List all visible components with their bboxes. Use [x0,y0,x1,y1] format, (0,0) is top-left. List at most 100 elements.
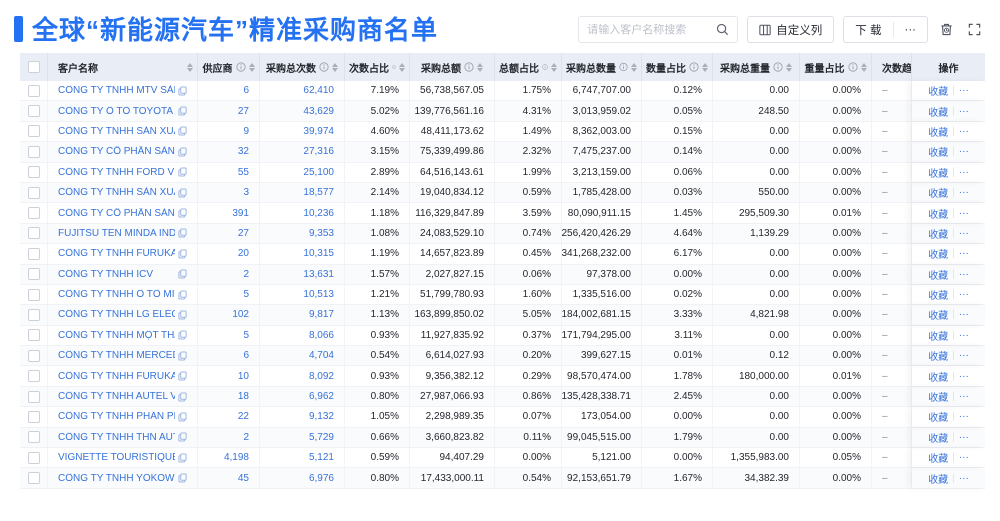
copy-icon[interactable] [178,453,187,463]
row-more-button[interactable]: ··· [958,105,969,117]
row-checkbox[interactable] [27,451,40,464]
customer-name-link[interactable]: CÔNG TY TNHH PHÂN PHỐI T... [58,411,175,423]
customer-name-link[interactable]: CÔNG TY TNHH FURUKAWA A... [58,370,175,382]
row-checkbox[interactable] [27,390,40,403]
copy-icon[interactable] [178,167,187,177]
info-icon[interactable] [319,62,329,72]
copy-icon[interactable] [178,412,187,422]
row-more-button[interactable]: ··· [958,329,969,341]
row-checkbox[interactable] [27,349,40,362]
supplier-count-cell[interactable]: 10 [198,366,260,386]
row-checkbox[interactable] [27,145,40,158]
favorite-button[interactable]: 收藏 [928,413,949,425]
row-more-button[interactable]: ··· [958,207,969,219]
customer-name-link[interactable]: CÔNG TY TNHH FORD VIỆT NAM [58,166,175,178]
sort-icon[interactable] [860,62,867,72]
col-total-amount[interactable]: 采购总额 [410,53,495,81]
copy-icon[interactable] [178,249,187,259]
info-icon[interactable] [847,62,858,72]
copy-icon[interactable] [178,351,187,361]
copy-icon[interactable] [178,106,187,116]
row-checkbox[interactable] [27,329,40,342]
customer-name-link[interactable]: FUJITSU TEN MINDA INDIA PVT... [58,227,175,239]
trash-icon[interactable] [937,20,956,39]
favorite-button[interactable]: 收藏 [928,107,949,119]
col-amount-pct[interactable]: 总额占比 [495,53,562,81]
row-more-button[interactable]: ··· [958,146,969,158]
customer-name-link[interactable]: CÔNG TY TNHH MTV SẢN XUẤ... [58,85,175,97]
info-icon[interactable] [542,62,548,72]
favorite-button[interactable]: 收藏 [928,250,949,262]
supplier-count-cell[interactable]: 5 [198,284,260,305]
favorite-button[interactable]: 收藏 [928,168,949,180]
favorite-button[interactable]: 收藏 [928,331,949,343]
row-more-button[interactable]: ··· [958,452,969,464]
purchase-times-cell[interactable]: 8,066 [260,325,345,346]
sort-icon[interactable] [631,62,637,72]
row-more-button[interactable]: ··· [958,268,969,280]
info-icon[interactable] [464,62,474,72]
col-purchase-times[interactable]: 采购总次数 [260,53,345,81]
supplier-count-cell[interactable]: 4,198 [198,448,260,468]
purchase-times-cell[interactable]: 27,316 [260,142,345,162]
row-more-button[interactable]: ··· [958,391,969,403]
customer-name-link[interactable]: CÔNG TY TNHH SẢN XUẤT VÀ ... [58,187,175,199]
sort-icon[interactable] [248,62,255,72]
row-checkbox[interactable] [27,227,40,240]
row-checkbox[interactable] [27,207,40,220]
copy-icon[interactable] [178,371,187,381]
col-total-qty[interactable]: 采购总数量 [562,53,642,81]
expand-icon[interactable] [965,20,984,39]
customer-name-link[interactable]: CÔNG TY TNHH Ô TÔ MITSUBI... [58,289,175,301]
search-box[interactable] [578,16,739,43]
col-times-trend[interactable]: 次数趋势 [872,53,912,81]
purchase-times-cell[interactable]: 10,236 [260,203,345,223]
copy-icon[interactable] [178,188,187,198]
purchase-times-cell[interactable]: 5,729 [260,427,345,448]
row-checkbox[interactable] [27,472,40,485]
row-more-button[interactable]: ··· [958,187,969,199]
col-total-weight[interactable]: 采购总重量 [713,53,800,81]
supplier-count-cell[interactable]: 2 [198,264,260,284]
supplier-count-cell[interactable]: 18 [198,386,260,407]
row-more-button[interactable]: ··· [958,350,969,362]
purchase-times-cell[interactable]: 18,577 [260,182,345,203]
favorite-button[interactable]: 收藏 [928,127,949,139]
sort-icon[interactable] [702,62,708,72]
col-weight-pct[interactable]: 重量占比 [800,53,872,81]
sort-icon[interactable] [477,62,483,72]
row-checkbox[interactable] [27,370,40,383]
more-button[interactable]: ··· [894,17,928,42]
supplier-count-cell[interactable]: 55 [198,162,260,182]
favorite-button[interactable]: 收藏 [928,433,949,445]
copy-icon[interactable] [178,208,187,218]
copy-icon[interactable] [178,310,187,320]
row-more-button[interactable]: ··· [958,472,969,484]
row-more-button[interactable]: ··· [958,85,969,97]
download-button[interactable]: 下 载 [844,17,892,42]
col-supplier[interactable]: 供应商 [198,53,260,81]
favorite-button[interactable]: 收藏 [928,148,949,160]
purchase-times-cell[interactable]: 6,976 [260,468,345,488]
copy-icon[interactable] [178,269,187,279]
customer-name-link[interactable]: CÔNG TY TNHH MỘT THÀNH V... [58,329,175,341]
copy-icon[interactable] [178,473,187,483]
row-checkbox[interactable] [27,247,40,260]
supplier-count-cell[interactable]: 27 [198,223,260,244]
purchase-times-cell[interactable]: 6,962 [260,386,345,407]
customer-name-link[interactable]: CÔNG TY CỔ PHẦN SẢN XUẤT... [58,207,175,219]
purchase-times-cell[interactable]: 9,132 [260,407,345,427]
customize-columns-button[interactable]: 自定义列 [747,16,835,43]
supplier-count-cell[interactable]: 5 [198,325,260,346]
col-qty-pct[interactable]: 数量占比 [642,53,713,81]
customer-name-link[interactable]: CÔNG TY TNHH MERCEDES-B... [58,350,175,362]
favorite-button[interactable]: 收藏 [928,454,949,466]
col-times-pct[interactable]: 次数占比 [345,53,410,81]
purchase-times-cell[interactable]: 10,315 [260,244,345,264]
customer-name-link[interactable]: CÔNG TY CỔ PHẦN SẢN XUẤT... [58,146,175,158]
copy-icon[interactable] [178,392,187,402]
sort-icon[interactable] [786,62,792,72]
row-checkbox[interactable] [27,431,40,444]
sort-icon[interactable] [399,62,405,72]
supplier-count-cell[interactable]: 27 [198,101,260,121]
